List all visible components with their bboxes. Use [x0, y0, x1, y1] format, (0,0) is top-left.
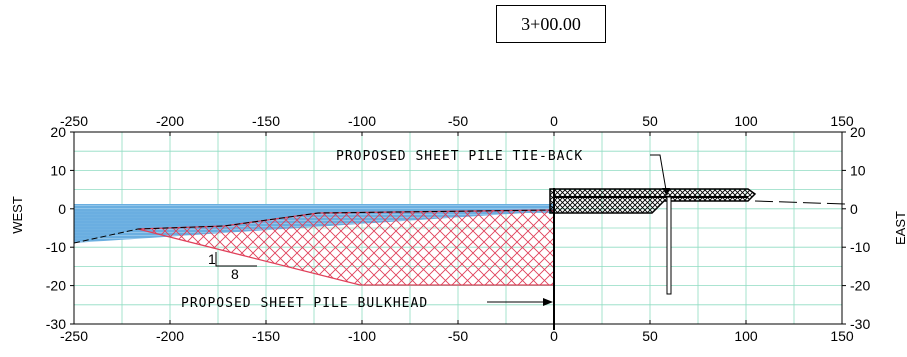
y-tick-label-left: 0 [58, 201, 66, 217]
y-tick-label-right: -20 [850, 278, 870, 294]
y-tick-label-left: 10 [50, 162, 66, 178]
x-tick-label-bottom: -50 [448, 328, 468, 344]
y-tick-label-right: -10 [850, 239, 870, 255]
x-tick-label-top: -150 [252, 113, 280, 129]
x-tick-label-top: 0 [550, 113, 558, 129]
west-label: WEST [10, 196, 25, 234]
y-tick-label-right: 0 [850, 201, 858, 217]
slope-symbol [215, 252, 257, 267]
east-label: EAST [893, 211, 907, 245]
x-tick-labels-top: -250 -200 -150 -100 -50 0 50 100 150 [60, 113, 854, 136]
x-tick-label-bottom: -250 [60, 328, 88, 344]
slope-rise: 1 [208, 251, 216, 267]
x-tick-label-top: 100 [734, 113, 758, 129]
x-tick-labels-bottom: -250 -200 -150 -100 -50 0 50 100 150 [60, 320, 854, 344]
x-tick-label-bottom: 0 [550, 328, 558, 344]
x-tick-label-bottom: 150 [830, 328, 854, 344]
x-tick-label-top: -250 [60, 113, 88, 129]
y-tick-labels-right: 20 10 0 -10 -20 -30 [842, 124, 870, 332]
y-tick-label-right: 20 [850, 124, 866, 140]
existing-grade [73, 209, 555, 244]
x-tick-label-top: -100 [348, 113, 376, 129]
y-tick-labels-left: 20 10 0 -10 -20 -30 [46, 124, 74, 332]
tie-back-callout: PROPOSED SHEET PILE TIE-BACK [336, 149, 583, 164]
x-tick-label-top: -50 [448, 113, 468, 129]
bulkhead-arrowhead [543, 298, 553, 306]
y-tick-label-left: -30 [46, 316, 66, 332]
y-tick-label-right: 10 [850, 162, 866, 178]
x-tick-label-bottom: -150 [252, 328, 280, 344]
tie-back-leader [650, 154, 667, 191]
deadman-pile [666, 196, 672, 295]
x-tick-label-bottom: 100 [734, 328, 758, 344]
x-tick-label-bottom: -200 [156, 328, 184, 344]
fill-hatch [549, 188, 757, 214]
station-label: 3+00.00 [496, 5, 606, 43]
bulkhead-callout: PROPOSED SHEET PILE BULKHEAD [181, 296, 428, 311]
x-tick-label-bottom: -100 [348, 328, 376, 344]
y-tick-label-left: -10 [46, 239, 66, 255]
water-area-lower [74, 211, 554, 243]
x-tick-label-top: -200 [156, 113, 184, 129]
x-tick-label-bottom: 50 [642, 328, 658, 344]
x-tick-label-top: 150 [830, 113, 854, 129]
slope-run: 8 [231, 266, 239, 282]
y-tick-label-right: -30 [850, 316, 870, 332]
y-tick-label-left: 20 [50, 124, 66, 140]
east-grade-dashed [754, 200, 846, 205]
y-tick-label-left: -20 [46, 278, 66, 294]
tie-back-arrowhead [662, 188, 670, 196]
x-tick-label-top: 50 [642, 113, 658, 129]
